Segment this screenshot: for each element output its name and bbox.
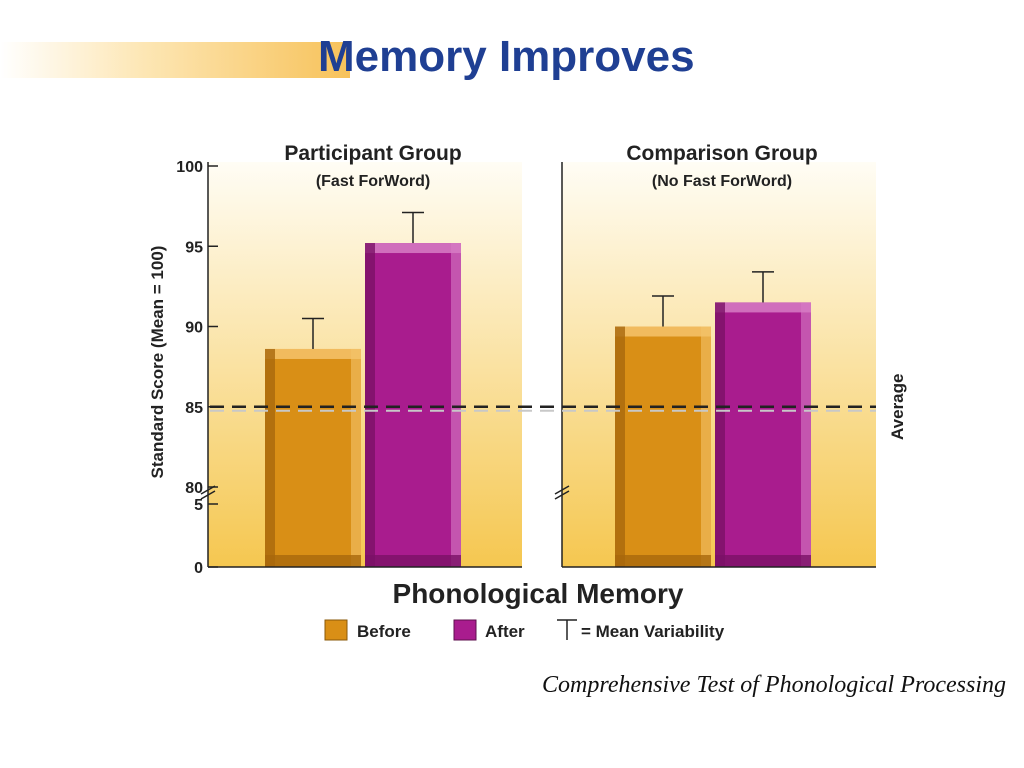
y-tick-label: 0 [194, 560, 203, 577]
slide-title: Memory Improves [318, 32, 695, 81]
bar-top-bevel-comparison-after [715, 302, 811, 313]
axis-break-right [554, 485, 570, 500]
title-accent-bar [0, 42, 350, 78]
source-citation: Comprehensive Test of Phonological Proce… [542, 672, 1006, 698]
bar-top-bevel-participant-before [265, 348, 361, 359]
bar-left-bevel-participant-before [265, 348, 275, 567]
legend: Before After = Mean Variability [324, 619, 725, 641]
bar-right-bevel-comparison-before [701, 326, 711, 567]
bar-participant-before [265, 348, 361, 567]
legend-before-label: Before [357, 622, 411, 641]
legend-after-swatch [453, 619, 477, 641]
comparison-group-title: Comparison Group [626, 142, 817, 165]
legend-error-bar-icon [557, 619, 577, 640]
comparison-group-subtitle: (No Fast ForWord) [652, 173, 792, 190]
bar-bottom-bevel-participant-before [265, 555, 361, 567]
participant-group-subtitle: (Fast ForWord) [316, 173, 430, 190]
bar-bottom-bevel-comparison-after [715, 555, 811, 567]
chart-title: Phonological Memory [393, 578, 684, 609]
y-tick-label: 5 [194, 497, 203, 514]
y-axis-label: Standard Score (Mean = 100) [148, 246, 167, 479]
bar-comparison-before [615, 326, 711, 567]
bar-bottom-bevel-participant-after [365, 555, 461, 567]
bar-left-bevel-participant-after [365, 243, 375, 568]
bar-right-bevel-comparison-after [801, 302, 811, 567]
y-tick-label: 80 [185, 480, 203, 497]
bar-comparison-after [715, 302, 811, 567]
bar-right-bevel-participant-after [451, 243, 461, 568]
bar-left-bevel-comparison-after [715, 302, 725, 567]
legend-after-label: After [485, 622, 525, 641]
y-tick-label: 95 [185, 239, 203, 256]
bar-bottom-bevel-comparison-before [615, 555, 711, 567]
bar-right-bevel-participant-before [351, 348, 361, 567]
average-label: Average [888, 374, 907, 440]
y-tick-label: 90 [185, 320, 203, 337]
bar-top-bevel-participant-after [365, 243, 461, 254]
axis-break-left [200, 485, 216, 500]
y-tick-label: 85 [185, 400, 203, 417]
y-tick-label: 100 [176, 159, 203, 176]
participant-group-title: Participant Group [284, 142, 461, 165]
legend-error-label: = Mean Variability [581, 622, 725, 641]
bar-participant-after [365, 243, 461, 568]
bar-left-bevel-comparison-before [615, 326, 625, 567]
legend-before-swatch [324, 619, 348, 641]
bar-top-bevel-comparison-before [615, 326, 711, 337]
